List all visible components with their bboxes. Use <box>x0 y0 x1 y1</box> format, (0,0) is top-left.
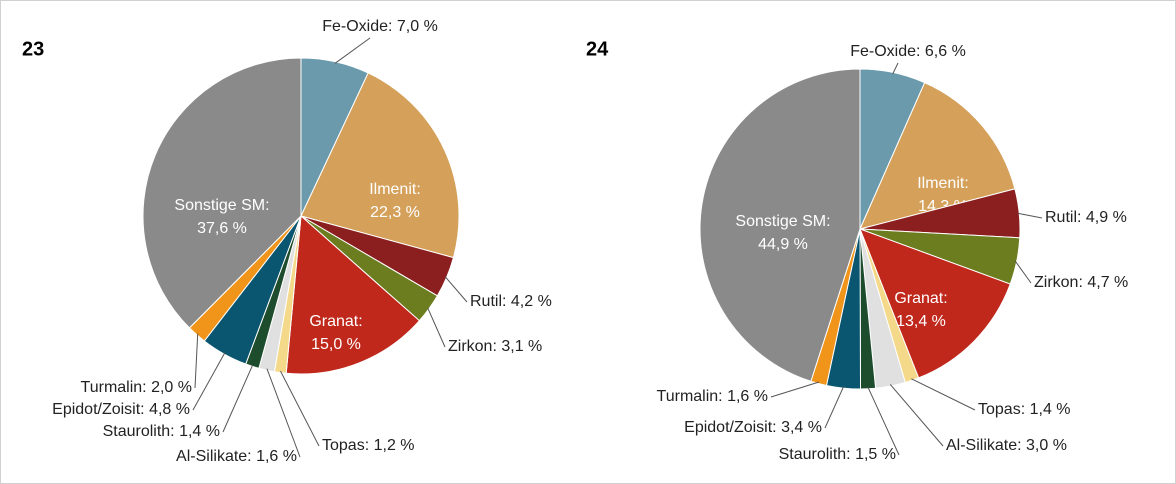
value-label: 6,6 % <box>925 43 966 60</box>
value-label: 3,0 % <box>1026 437 1067 454</box>
value-label: 1,6 % <box>727 388 768 405</box>
slice-label: Staurolith: 1,4 % <box>103 423 220 440</box>
category-label: Fe-Oxide: <box>322 18 392 35</box>
category-label: Ilmenit: <box>917 175 969 192</box>
category-label: Sonstige SM: <box>174 197 269 214</box>
category-label: Al-Silikate: <box>946 437 1022 454</box>
leader-line <box>867 386 900 456</box>
value-label: 1,2 % <box>374 437 415 454</box>
value-label: 1,5 % <box>855 446 896 463</box>
pie-slice <box>285 214 421 375</box>
slice-label: Zirkon: 3,1 % <box>448 338 542 355</box>
leader-line <box>911 378 976 411</box>
slice-label: Turmalin: 1,6 % <box>657 388 768 405</box>
slice-label: Epidot/Zoisit: 4,8 % <box>52 401 190 418</box>
value-label: 7,0 % <box>397 18 438 35</box>
value-label: 13,4 % <box>896 313 946 330</box>
pie-slice <box>300 72 460 259</box>
category-label: Ilmenit: <box>369 181 421 198</box>
slice-label: Fe-Oxide: 7,0 % <box>322 18 438 35</box>
value-label: 1,4 % <box>179 423 220 440</box>
leader-line <box>1017 212 1043 219</box>
value-label: 22,3 % <box>370 204 420 221</box>
slice-label: Zirkon: 4,7 % <box>1034 274 1128 291</box>
category-label: Topas: <box>978 401 1025 418</box>
slice-label: Epidot/Zoisit: 3,4 % <box>684 419 822 436</box>
category-label: Staurolith: <box>103 423 175 440</box>
pie-slice <box>699 68 861 382</box>
value-label: 15,0 % <box>311 336 361 353</box>
category-label: Turmalin: <box>657 388 723 405</box>
category-label: Fe-Oxide: <box>850 43 920 60</box>
leader-line <box>266 368 301 458</box>
category-label: Al-Silikate: <box>176 448 252 465</box>
leader-line <box>280 370 320 447</box>
value-label: 4,7 % <box>1087 274 1128 291</box>
slice-label: Granat: 13,4 % <box>894 290 947 330</box>
leader-line <box>192 352 226 411</box>
leader-line <box>770 381 820 398</box>
value-label: 44,9 % <box>758 236 808 253</box>
slice-label: Ilmenit: 22,3 % <box>369 181 421 221</box>
leader-line <box>824 386 845 429</box>
value-label: 1,6 % <box>256 448 297 465</box>
slice-label: Topas: 1,4 % <box>978 401 1071 418</box>
leader-line <box>222 364 254 433</box>
value-label: 4,2 % <box>511 293 552 310</box>
pie-slice <box>859 81 1016 230</box>
slice-label: Rutil: 4,9 % <box>1045 209 1127 226</box>
category-label: Sonstige SM: <box>735 213 830 230</box>
leader-line <box>889 384 944 447</box>
category-label: Epidot/Zoisit: <box>52 401 144 418</box>
category-label: Zirkon: <box>448 338 497 355</box>
slice-label: Granat: 15,0 % <box>309 313 362 353</box>
leader-line <box>427 307 446 348</box>
slice-label: Al-Silikate: 1,6 % <box>176 448 297 465</box>
value-label: 4,9 % <box>1086 209 1127 226</box>
category-label: Epidot/Zoisit: <box>684 419 776 436</box>
category-label: Granat: <box>309 313 362 330</box>
pie-slice <box>142 57 302 329</box>
category-label: Topas: <box>322 437 369 454</box>
category-label: Rutil: <box>470 293 506 310</box>
value-label: 2,0 % <box>151 379 192 396</box>
leader-line <box>334 37 371 64</box>
chart-title: 24 <box>586 38 609 60</box>
value-label: 1,4 % <box>1030 401 1071 418</box>
slice-label: Fe-Oxide: 6,6 % <box>850 43 966 60</box>
slice-label: Staurolith: 1,5 % <box>779 446 896 463</box>
slice-label: Al-Silikate: 3,0 % <box>946 437 1067 454</box>
leader-line <box>194 333 199 389</box>
category-label: Turmalin: <box>81 379 147 396</box>
value-label: 3,4 % <box>781 419 822 436</box>
pie-slice <box>859 228 1011 379</box>
category-label: Granat: <box>894 290 947 307</box>
category-label: Staurolith: <box>779 446 851 463</box>
leader-line <box>1014 260 1032 284</box>
category-label: Zirkon: <box>1034 274 1083 291</box>
slice-label: Sonstige SM: 44,9 % <box>735 213 830 253</box>
slice-label: Sonstige SM: 37,6 % <box>174 197 269 237</box>
slice-label: Turmalin: 2,0 % <box>81 379 192 396</box>
value-label: 3,1 % <box>501 338 542 355</box>
value-label: 4,8 % <box>149 401 190 418</box>
value-label: 37,6 % <box>197 220 247 237</box>
slice-label: Rutil: 4,2 % <box>470 293 552 310</box>
slice-label: Topas: 1,2 % <box>322 437 415 454</box>
leader-line <box>892 62 899 75</box>
chart-title: 23 <box>22 38 44 60</box>
category-label: Rutil: <box>1045 209 1081 226</box>
leader-line <box>444 276 468 303</box>
